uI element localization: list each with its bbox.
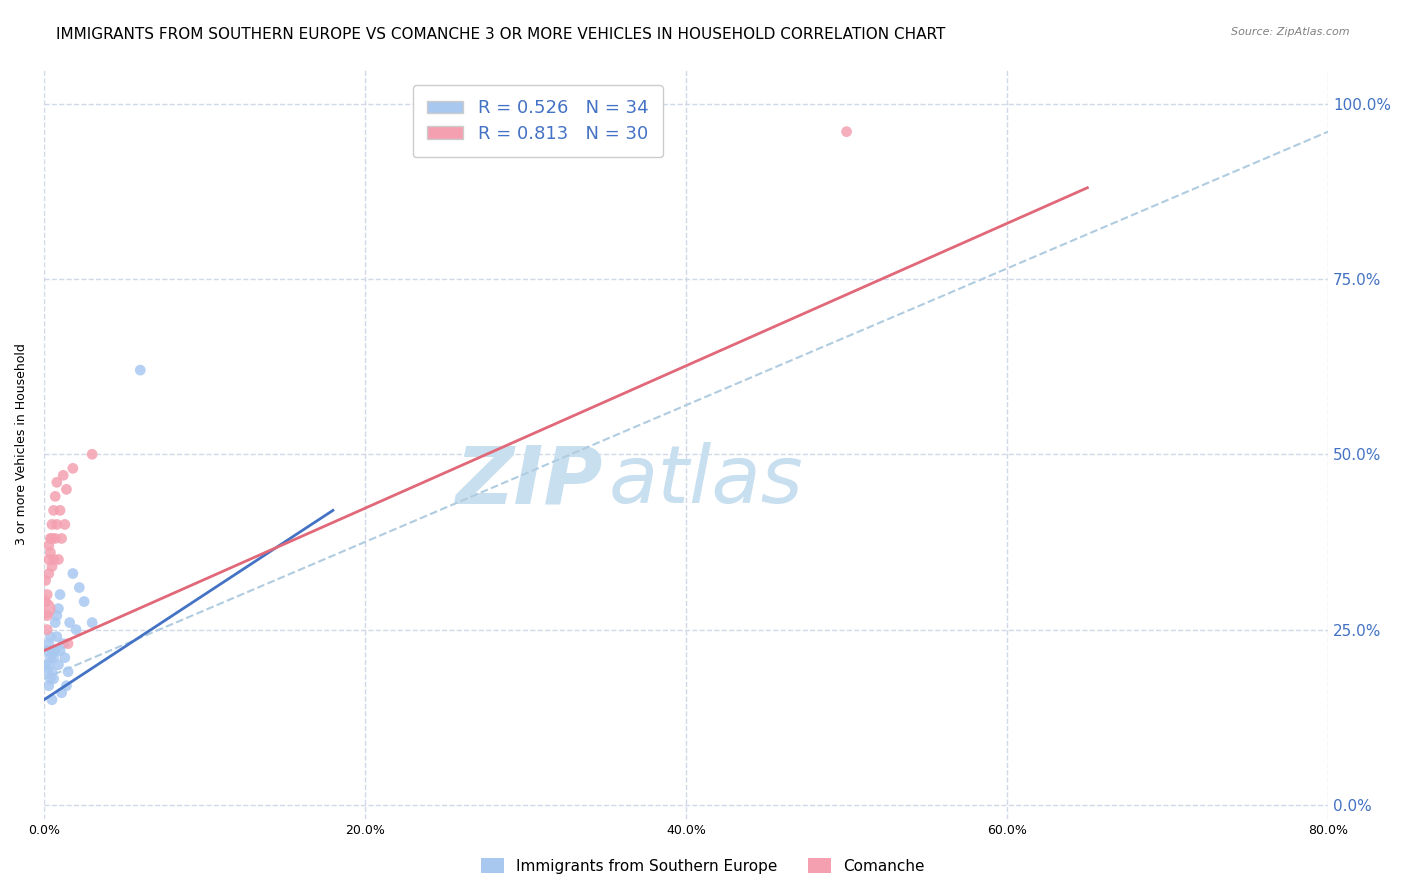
Point — [39, 630, 62, 644]
Point — [42, 672, 65, 686]
Point — [51, 532, 73, 546]
Point — [42, 552, 65, 566]
Point — [37, 665, 59, 679]
Point — [34, 574, 56, 588]
Point — [44, 532, 66, 546]
Legend: Immigrants from Southern Europe, Comanche: Immigrants from Southern Europe, Comanch… — [475, 852, 931, 880]
Point — [34, 594, 56, 608]
Point — [48, 552, 70, 566]
Point — [42, 503, 65, 517]
Point — [129, 363, 152, 377]
Point — [39, 672, 62, 686]
Y-axis label: 3 or more Vehicles in Household: 3 or more Vehicles in Household — [15, 343, 28, 545]
Point — [41, 665, 63, 679]
Point — [55, 679, 77, 693]
Point — [45, 630, 67, 644]
Point — [38, 566, 60, 581]
Point — [67, 581, 90, 595]
Point — [62, 566, 84, 581]
Point — [73, 594, 96, 608]
Point — [34, 657, 56, 672]
Point — [48, 657, 70, 672]
Point — [42, 650, 65, 665]
Point — [45, 475, 67, 490]
Point — [39, 545, 62, 559]
Point — [44, 489, 66, 503]
Point — [44, 615, 66, 630]
Point — [62, 461, 84, 475]
Point — [82, 615, 104, 630]
Point — [56, 665, 79, 679]
Point — [55, 483, 77, 497]
Legend: R = 0.526   N = 34, R = 0.813   N = 30: R = 0.526 N = 34, R = 0.813 N = 30 — [412, 85, 662, 157]
Point — [53, 517, 76, 532]
Point — [38, 552, 60, 566]
Point — [51, 686, 73, 700]
Point — [52, 637, 75, 651]
Point — [65, 623, 87, 637]
Point — [48, 601, 70, 615]
Point — [82, 447, 104, 461]
Point — [38, 657, 60, 672]
Point — [49, 503, 72, 517]
Point — [41, 559, 63, 574]
Point — [38, 637, 60, 651]
Text: ZIP: ZIP — [456, 442, 603, 520]
Point — [38, 679, 60, 693]
Point — [56, 637, 79, 651]
Point — [44, 643, 66, 657]
Point — [52, 468, 75, 483]
Point — [37, 623, 59, 637]
Text: Source: ZipAtlas.com: Source: ZipAtlas.com — [1232, 27, 1350, 37]
Point — [59, 615, 82, 630]
Point — [835, 125, 858, 139]
Point — [49, 588, 72, 602]
Point — [41, 643, 63, 657]
Point — [41, 692, 63, 706]
Point — [53, 650, 76, 665]
Point — [41, 532, 63, 546]
Point — [49, 643, 72, 657]
Point — [37, 608, 59, 623]
Text: IMMIGRANTS FROM SOUTHERN EUROPE VS COMANCHE 3 OR MORE VEHICLES IN HOUSEHOLD CORR: IMMIGRANTS FROM SOUTHERN EUROPE VS COMAN… — [56, 27, 946, 42]
Point — [37, 588, 59, 602]
Point — [45, 608, 67, 623]
Point — [45, 517, 67, 532]
Point — [39, 532, 62, 546]
Point — [37, 643, 59, 657]
Point — [34, 601, 56, 615]
Text: atlas: atlas — [609, 442, 804, 520]
Point — [38, 539, 60, 553]
Point — [41, 517, 63, 532]
Point — [39, 650, 62, 665]
